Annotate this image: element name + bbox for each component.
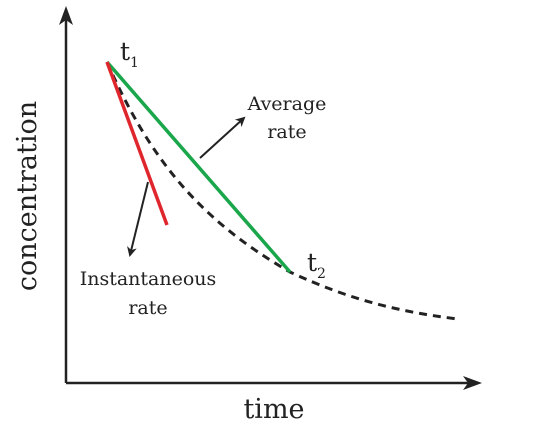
t1-letter: t [120,37,130,66]
instantaneous-rate-line [105,61,169,226]
x-axis-arrow-icon [463,376,482,390]
concentration-curve [105,61,459,321]
t2-subscript: 2 [317,266,326,282]
t2-label: t2 [307,248,326,282]
y-axis-arrow-icon [59,6,73,25]
average-rate-arrow [199,116,246,159]
average-rate-label-line2: rate [267,121,306,143]
y-axis-label: concentration [12,101,43,291]
instantaneous-rate-label-line2: rate [128,297,167,319]
average-rate-label-line1: Average [247,93,327,115]
t1-subscript: 1 [130,55,139,71]
instantaneous-rate-label-line1: Instantaneous [80,268,217,290]
t1-label: t1 [120,37,139,71]
x-axis-label: time [243,394,304,425]
t2-letter: t [307,248,317,277]
average-rate-line [105,60,292,274]
instantaneous-rate-arrow [127,181,149,257]
